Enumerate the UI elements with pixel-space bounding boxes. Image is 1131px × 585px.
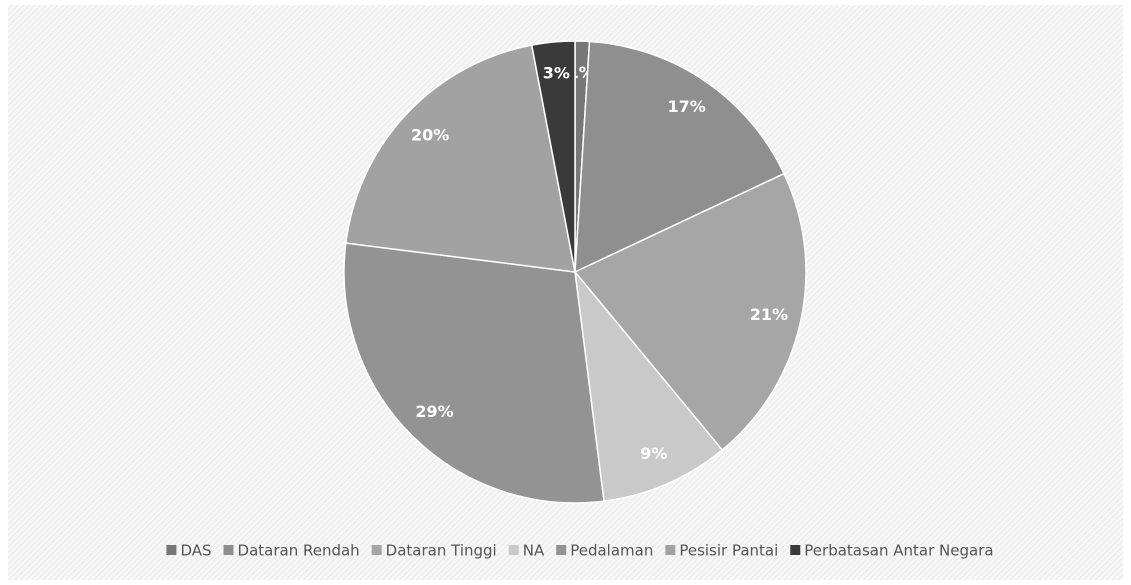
legend-label: Perbatasan Antar Negara bbox=[804, 542, 993, 560]
legend-label: Dataran Rendah bbox=[238, 542, 360, 560]
pie-slice bbox=[343, 242, 605, 504]
legend-swatch bbox=[790, 545, 801, 555]
pie-slice bbox=[573, 172, 807, 452]
legend-swatch bbox=[665, 545, 676, 555]
pie-slice bbox=[344, 44, 576, 273]
legend-label: NA bbox=[523, 542, 545, 560]
pie-slice bbox=[574, 40, 786, 274]
data-label: 29% bbox=[415, 402, 453, 421]
legend-swatch bbox=[508, 545, 519, 555]
legend-swatch bbox=[556, 545, 567, 555]
data-label: 21% bbox=[750, 305, 788, 324]
data-label: 3% bbox=[543, 64, 570, 83]
legend-swatch bbox=[223, 545, 234, 555]
legend-label: Pesisir Pantai bbox=[679, 542, 778, 560]
data-label: 20% bbox=[411, 126, 449, 145]
legend-label: DAS bbox=[180, 542, 211, 560]
legend-swatch bbox=[166, 545, 177, 555]
legend-swatch bbox=[371, 545, 382, 555]
pie-slice bbox=[530, 40, 576, 273]
legend-label: Dataran Tinggi bbox=[386, 542, 497, 560]
pie-slice bbox=[573, 269, 724, 503]
data-label: 9% bbox=[640, 444, 667, 463]
data-label: 17% bbox=[668, 97, 706, 116]
legend-label: Pedalaman bbox=[570, 542, 653, 560]
